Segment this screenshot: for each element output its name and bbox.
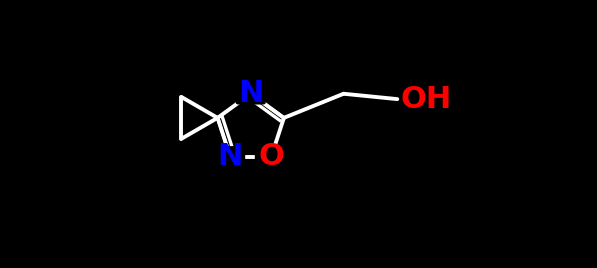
Text: N: N	[238, 79, 263, 108]
Text: O: O	[259, 142, 284, 171]
Text: N: N	[217, 142, 243, 171]
FancyBboxPatch shape	[255, 146, 288, 168]
FancyBboxPatch shape	[236, 83, 266, 105]
Text: OH: OH	[401, 85, 451, 114]
FancyBboxPatch shape	[216, 146, 245, 168]
